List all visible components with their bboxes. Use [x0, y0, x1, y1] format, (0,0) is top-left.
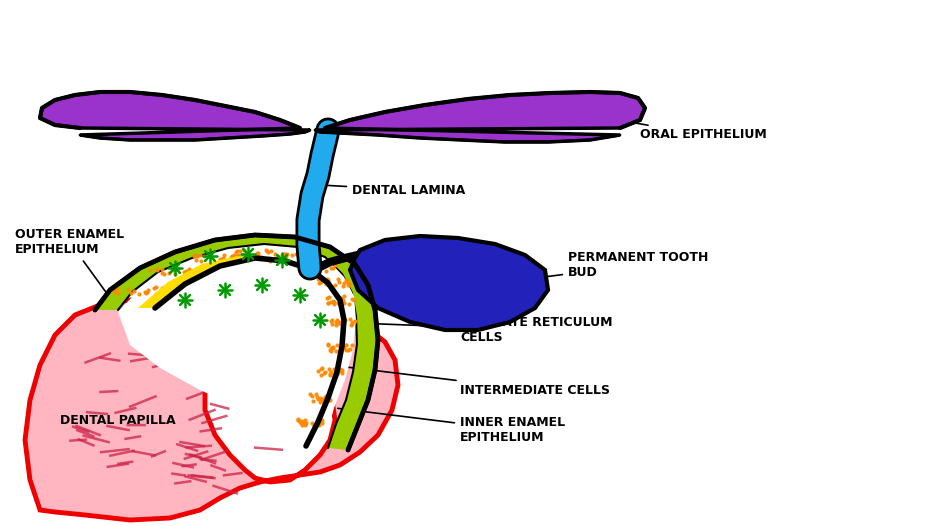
Polygon shape — [25, 300, 398, 520]
Text: DENTAL LAMINA: DENTAL LAMINA — [323, 184, 465, 197]
Polygon shape — [350, 236, 548, 330]
Text: PERMANENT TOOTH
BUD: PERMANENT TOOTH BUD — [522, 251, 708, 280]
Text: ORAL EPITHELIUM: ORAL EPITHELIUM — [593, 116, 766, 141]
Text: DENTAL PAPILLA: DENTAL PAPILLA — [60, 413, 175, 427]
Text: INNER ENAMEL
EPITHELIUM: INNER ENAMEL EPITHELIUM — [338, 408, 565, 444]
Polygon shape — [40, 92, 310, 140]
Text: INTERMEDIATE CELLS: INTERMEDIATE CELLS — [340, 366, 610, 397]
Polygon shape — [118, 246, 356, 445]
Text: OUTER ENAMEL
EPITHELIUM: OUTER ENAMEL EPITHELIUM — [15, 228, 124, 293]
Text: STELLATE RETICULUM
CELLS: STELLATE RETICULUM CELLS — [333, 316, 613, 344]
Polygon shape — [138, 256, 344, 444]
Polygon shape — [95, 235, 378, 450]
Polygon shape — [315, 92, 645, 142]
